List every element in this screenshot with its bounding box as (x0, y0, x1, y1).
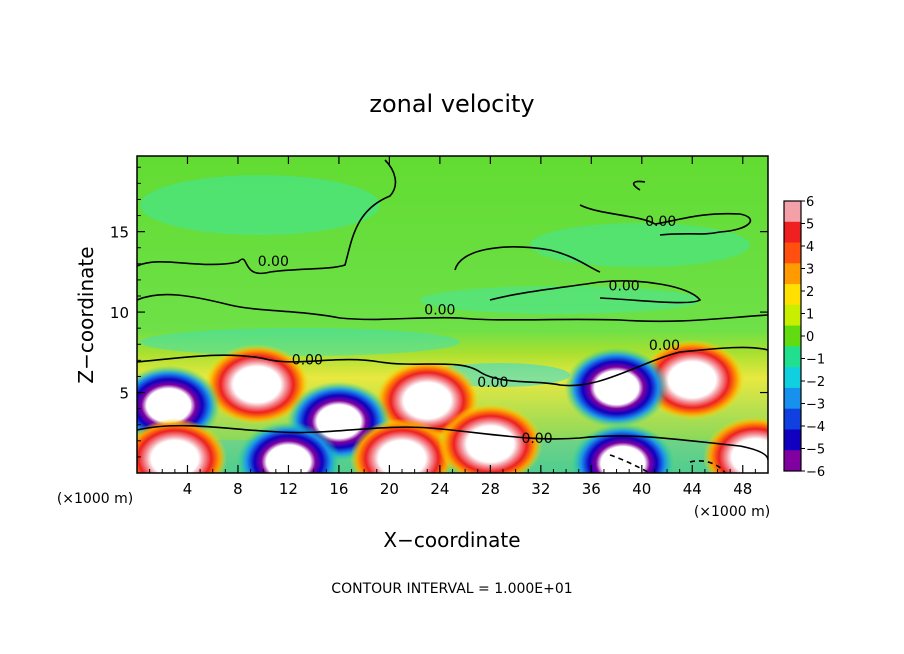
upper-negative-region (530, 223, 750, 267)
x-tick-label: 44 (683, 480, 702, 498)
contour-labels: 0.00 0.00 0.00 0.00 0.00 0.00 0.00 0.00 (258, 214, 680, 447)
plot-area: 0.00 0.00 0.00 0.00 0.00 0.00 0.00 0.00 (137, 156, 768, 473)
y-tick-label: 5 (119, 385, 129, 403)
colorbar-tick-label: 2 (806, 285, 814, 300)
contour-line (579, 204, 752, 236)
negative-jet (564, 347, 669, 428)
colorbar-tick-label: −4 (806, 420, 825, 435)
x-tick-label: 16 (329, 480, 348, 498)
colorbar-tick-label: −5 (806, 443, 825, 458)
contour-label: 0.00 (477, 375, 508, 391)
colorbar-tick-label: 4 (806, 240, 814, 255)
colorbar-swatch (784, 408, 801, 430)
contour-label: 0.00 (609, 278, 640, 294)
chart-title: zonal velocity (369, 90, 534, 118)
x-unit-label-left: (×1000 m) (57, 491, 133, 507)
colorbar-swatch (784, 429, 801, 451)
positive-jet (640, 339, 745, 420)
positive-jet (438, 404, 543, 473)
x-tick-label: 40 (632, 480, 651, 498)
colorbar-swatch (784, 304, 801, 327)
colorbar-tick-label: 5 (806, 218, 814, 233)
colorbar: 6 5 4 3 2 1 0 −1 −2 −3 −4 −5 −6 (783, 195, 825, 480)
contour-label: 0.00 (292, 352, 323, 368)
x-tick-label: 8 (233, 480, 243, 498)
contour-label: 0.00 (521, 431, 552, 447)
contour-line (609, 454, 651, 473)
mid-negative-region (140, 328, 460, 356)
colorbar-swatch (784, 263, 801, 285)
jet-features (137, 339, 768, 473)
y-tick-label: 15 (110, 224, 129, 242)
x-tick-label: 48 (733, 480, 752, 498)
colorbar-swatch (784, 450, 801, 472)
colorbar-tick-label: −6 (806, 465, 825, 480)
contour-line (137, 159, 397, 275)
colorbar-tick-label: −2 (806, 375, 825, 390)
x-tick-label: 32 (531, 480, 550, 498)
colorbar-swatch (784, 284, 801, 306)
colorbar-swatch (784, 221, 801, 244)
contour-line (632, 180, 646, 191)
contour-interval-note: CONTOUR INTERVAL = 1.000E+01 (331, 581, 572, 597)
contour-line (137, 346, 768, 387)
x-tick-label: 20 (380, 480, 399, 498)
contour-label: 0.00 (424, 302, 455, 318)
x-tick-label: 24 (430, 480, 449, 498)
positive-jet (350, 418, 455, 473)
negative-jet (236, 421, 341, 473)
colorbar-tick-label: −1 (806, 353, 825, 368)
positive-jet (137, 418, 227, 473)
colorbar-swatch (784, 346, 801, 368)
colorbar-swatch (784, 387, 801, 410)
colorbar-swatch (784, 325, 801, 347)
colorbar-swatch (784, 242, 801, 264)
colorbar-tick-label: 1 (806, 308, 814, 323)
colorbar-tick-label: 0 (806, 330, 814, 345)
x-tick-label: 36 (582, 480, 601, 498)
colorbar-swatch (784, 367, 801, 389)
colorbar-tick-label: 6 (806, 195, 814, 210)
y-axis-label: Z−coordinate (74, 246, 98, 383)
contour-line (137, 424, 768, 461)
positive-jet (204, 344, 309, 425)
contour-line (137, 293, 768, 323)
contour-lines (137, 159, 768, 473)
contour-line (454, 246, 601, 273)
x-axis: 4 8 12 16 20 24 28 32 36 40 44 48 (149, 156, 756, 498)
contour-label: 0.00 (645, 214, 676, 230)
y-tick-label: 10 (110, 304, 129, 322)
y-axis: 5 10 15 (110, 166, 768, 458)
upper-negative-region (420, 286, 700, 314)
upper-negative-region (140, 175, 380, 235)
colorbar-tick-label: 3 (806, 263, 814, 278)
x-axis-label: X−coordinate (383, 528, 520, 552)
x-tick-label: 4 (183, 480, 193, 498)
colorbar-tick-label: −3 (806, 398, 825, 413)
x-tick-label: 12 (279, 480, 298, 498)
contour-label: 0.00 (258, 254, 289, 270)
contour-label: 0.00 (649, 338, 680, 354)
colorbar-swatch (784, 201, 801, 223)
contour-line (689, 460, 726, 473)
x-unit-label-right: (×1000 m) (694, 504, 770, 520)
contour-line (489, 280, 702, 304)
x-tick-label: 28 (481, 480, 500, 498)
